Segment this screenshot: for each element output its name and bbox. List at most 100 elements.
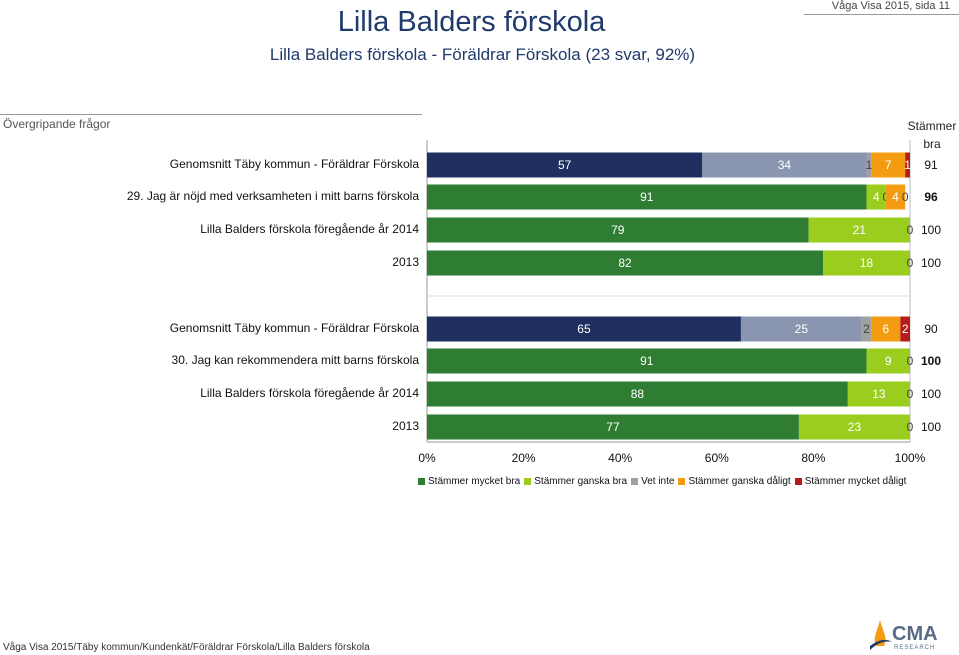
bar-segment-ganska_bra <box>866 348 910 374</box>
bar-value-label: 79 <box>611 223 625 237</box>
row-total-value: 100 <box>921 420 941 434</box>
bar-value-label: 0 <box>907 223 914 237</box>
legend-label: Stämmer ganska dåligt <box>688 476 791 487</box>
logo-text: CMA <box>892 623 938 645</box>
bar-value-label: 0 <box>907 354 914 368</box>
row-total-value: 96 <box>924 190 938 204</box>
legend-label: Stämmer mycket dåligt <box>804 476 907 487</box>
bar-segment-vet_inte <box>866 152 872 178</box>
legend-swatch <box>678 478 686 485</box>
bar-value-label: 0 <box>907 256 914 270</box>
x-tick-label: 60% <box>705 451 729 465</box>
row-label: Genomsnitt Täby kommun - Föräldrar Försk… <box>169 157 419 171</box>
x-tick-label: 40% <box>608 451 632 465</box>
legend-item-ganska_daligt: Stämmer ganska dåligt <box>678 476 791 487</box>
bar-value-label: 91 <box>640 190 654 204</box>
logo-swoosh-icon <box>870 639 892 650</box>
row-total-value: 91 <box>924 158 938 172</box>
bar-value-label: 91 <box>640 354 654 368</box>
question-label: 29. Jag är nöjd med verksamheten i mitt … <box>126 189 419 203</box>
bar-segment-mycket_bra <box>427 250 824 276</box>
bar-value-label: 6 <box>883 322 890 336</box>
bar-segment-ganska_bra <box>740 316 862 342</box>
x-tick-label: 20% <box>512 451 536 465</box>
bar-segment-ganska_bra <box>808 217 910 243</box>
legend-swatch <box>794 478 802 485</box>
page-title-text: Lilla Balders förskola <box>337 6 606 38</box>
row-total-value: 100 <box>921 256 941 270</box>
legend-swatch <box>631 478 639 485</box>
question-label: 30. Jag kan rekommendera mitt barns förs… <box>171 353 419 367</box>
bar-value-label: 0 <box>907 420 914 434</box>
row-total-value: 100 <box>921 354 941 368</box>
legend-label: Stämmer mycket bra <box>428 476 521 487</box>
bar-segment-ganska_daligt <box>871 152 906 178</box>
bar-value-label: 0 <box>902 190 909 204</box>
row-total-value: 90 <box>924 322 938 336</box>
row-label: 2013 <box>392 419 419 433</box>
bar-segment-mycket_bra <box>427 414 799 440</box>
bar-segment-ganska_bra <box>798 414 910 440</box>
logo-subtext: RESEARCH <box>894 645 935 651</box>
footer-path: Våga Visa 2015/Täby kommun/Kundenkät/För… <box>3 642 370 653</box>
bar-value-label: 65 <box>577 322 591 336</box>
bar-segment-mycket_daligt <box>905 152 910 178</box>
row-label: Genomsnitt Täby kommun - Föräldrar Försk… <box>169 321 419 335</box>
bar-value-label: 23 <box>848 420 862 434</box>
bar-value-label: 4 <box>873 190 880 204</box>
row-label: 2013 <box>392 255 419 269</box>
logo-flame-icon <box>874 620 886 646</box>
legend-swatch <box>418 478 425 485</box>
column-header-stammer-bra: Stämmer bra <box>907 119 957 151</box>
row-label: Lilla Balders förskola föregående år 201… <box>200 386 419 400</box>
page-info: Våga Visa 2015, sida 11 <box>831 0 950 12</box>
x-tick-label: 0% <box>418 451 436 465</box>
legend-label: Stämmer ganska bra <box>534 476 628 487</box>
bar-value-label: 88 <box>631 387 645 401</box>
section-divider <box>0 114 422 115</box>
x-tick-label: 80% <box>801 451 825 465</box>
bar-segment-ganska_bra <box>823 250 910 276</box>
x-tick-label: 100% <box>895 451 926 465</box>
page-info-divider <box>804 14 959 15</box>
bar-segment-ganska_bra <box>702 152 867 178</box>
legend-item-vet_inte: Vet inte <box>631 476 674 487</box>
row-total-value: 100 <box>921 387 941 401</box>
section-title: Övergripande frågor <box>3 117 111 131</box>
bar-value-label: 4 <box>892 190 899 204</box>
bar-value-label: 57 <box>558 158 572 172</box>
bar-segment-mycket_bra <box>427 316 741 342</box>
page-title: Lilla Balders förskola <box>0 6 959 39</box>
bar-segment-mycket_daligt <box>900 316 910 342</box>
bar-segment-vet_inte <box>861 316 872 342</box>
bar-value-label: 25 <box>795 322 809 336</box>
bar-value-label: 0 <box>907 387 914 401</box>
legend-swatch <box>524 478 532 485</box>
bar-value-label: 9 <box>885 354 892 368</box>
bar-segment-mycket_bra <box>427 348 867 374</box>
bar-segment-ganska_daligt <box>885 184 906 210</box>
bar-value-label: 82 <box>618 256 632 270</box>
bar-value-label: 18 <box>860 256 874 270</box>
stacked-bar-chart: 5734171919140409679210100821801006525262… <box>418 140 941 465</box>
chart-legend: Stämmer mycket bra Stämmer ganska bra Vet … <box>418 476 906 487</box>
row-label: Lilla Balders förskola föregående år 201… <box>200 222 419 236</box>
bar-value-label: 2 <box>902 322 909 336</box>
bar-value-label: 1 <box>866 158 873 172</box>
bar-value-label: 13 <box>872 387 886 401</box>
legend-item-mycket_daligt: Stämmer mycket dåligt <box>794 476 907 487</box>
bar-value-label: 1 <box>904 158 911 172</box>
bar-value-label: 7 <box>885 158 892 172</box>
bar-segment-mycket_bra <box>427 217 809 243</box>
page-subtitle: Lilla Balders förskola - Föräldrar Försk… <box>0 45 959 65</box>
bar-segment-ganska_bra <box>847 381 910 407</box>
bar-segment-mycket_bra <box>427 152 703 178</box>
bar-value-label: 2 <box>863 322 870 336</box>
legend-item-ganska_bra: Stämmer ganska bra <box>524 476 627 487</box>
bar-value-label: 34 <box>778 158 792 172</box>
bar-value-label: 77 <box>606 420 620 434</box>
bar-segment-mycket_bra <box>427 381 848 407</box>
bar-value-label: 21 <box>853 223 867 237</box>
legend-label: Vet inte <box>641 476 675 487</box>
row-total-value: 100 <box>921 223 941 237</box>
